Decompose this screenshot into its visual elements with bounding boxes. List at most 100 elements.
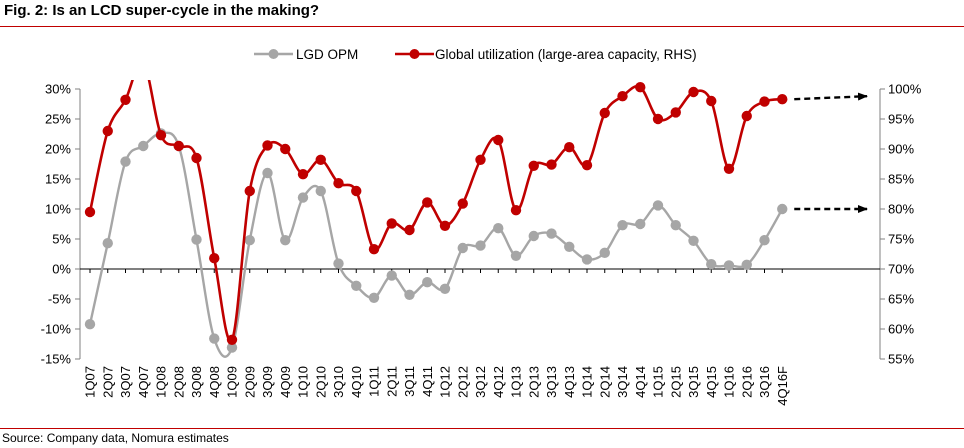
bottom-rule (0, 428, 964, 429)
dual-axis-line-chart: -15% -10% -5% 0% 5% 10% 15% 20% 25% 30% 55% 60% 65% 7… (41, 47, 922, 406)
x-tick-label: 2Q13 (526, 366, 541, 398)
left-y-tick-label: 20% (45, 142, 71, 157)
right-y-tick-label: 60% (888, 322, 914, 337)
x-tick-label: 3Q15 (686, 366, 701, 398)
global-utilization-point (422, 197, 433, 208)
global-utilization-point (262, 140, 273, 151)
lgd-opm-point (759, 235, 770, 246)
lgd-opm-point (297, 192, 309, 203)
lgd-opm-point (191, 234, 202, 245)
lgd-opm-point (351, 280, 362, 291)
global-utilization-point (244, 185, 255, 197)
left-y-tick-label: -5% (48, 292, 72, 307)
lgd-opm-point (652, 200, 664, 211)
global-utilization-point (120, 94, 131, 106)
series-layer (84, 57, 788, 358)
x-tick-label: 4Q14 (633, 366, 648, 398)
global-utilization-point (599, 107, 610, 119)
right-y-tick-label: 70% (888, 262, 914, 277)
title-rule (0, 26, 964, 27)
lgd-opm-point (723, 260, 735, 271)
global-utilization-point (723, 163, 735, 174)
lgd-opm-point (670, 220, 681, 231)
x-tick-label: 2Q10 (313, 366, 328, 398)
global-utilization-point (155, 130, 167, 141)
x-tick-label: 1Q15 (651, 366, 666, 398)
global-utilization-point (297, 169, 309, 180)
lgd-opm-point (706, 259, 717, 270)
x-tick-label: 3Q13 (544, 366, 559, 398)
global-utilization-point (84, 206, 96, 218)
legend-global-utilization-label: Global utilization (large-area capacity,… (435, 47, 697, 62)
right-y-tick-label: 65% (888, 292, 914, 307)
lgd-opm-point (120, 156, 131, 167)
global-utilization-point (635, 82, 646, 93)
global-utilization-point (617, 91, 628, 102)
x-tick-label: 2Q08 (171, 366, 186, 398)
x-tick-label: 2Q11 (384, 366, 399, 397)
left-y-tick-label: 5% (52, 232, 71, 247)
x-tick-label: 1Q11 (367, 366, 382, 397)
global-utilization-line (88, 80, 783, 343)
x-tick-label: 1Q07 (83, 366, 98, 398)
x-tick-label: 4Q10 (349, 366, 364, 398)
x-tick-label: 3Q08 (189, 366, 204, 398)
left-y-tick-label: 0% (52, 262, 71, 277)
x-tick-label: 2Q12 (455, 366, 470, 398)
x-tick-label: 4Q12 (491, 366, 506, 398)
lgd-opm-point (226, 342, 238, 353)
lgd-opm-point (475, 240, 486, 251)
x-tick-label: 1Q09 (225, 366, 240, 398)
global-utilization-point (777, 94, 788, 105)
lgd-opm-point (315, 185, 326, 197)
right-y-tick-label: 75% (888, 232, 914, 247)
right-y-tick-label: 55% (888, 352, 914, 367)
x-tick-label: 4Q08 (207, 366, 222, 398)
lgd-opm-point (564, 241, 575, 252)
global-utilization-point (475, 154, 486, 165)
left-y-tick-label: 15% (45, 172, 71, 187)
x-tick-label: 3Q16 (757, 366, 772, 398)
x-tick-label: 1Q08 (154, 366, 169, 398)
global-utilization-point (351, 185, 362, 197)
lgd-opm-point (546, 228, 557, 239)
global-utilization-point (439, 220, 451, 231)
lgd-opm-point (581, 254, 593, 265)
global-utilization-point (564, 142, 575, 153)
left-y-tick-label: -10% (41, 322, 72, 337)
lgd-opm-point (333, 258, 344, 269)
x-tick-label: 1Q10 (296, 366, 311, 398)
lgd-opm-point (84, 319, 96, 330)
x-tick-label: 3Q10 (331, 366, 346, 398)
global-utilization-point (759, 96, 770, 107)
x-tick-label: 2Q15 (668, 366, 683, 398)
legend-lgd-opm-label: LGD OPM (296, 47, 358, 62)
global-utilization-point (315, 154, 326, 165)
global-utilization-point (226, 334, 238, 345)
global-utilization-point (510, 205, 522, 216)
lgd-opm-point (635, 218, 646, 230)
global-utilization-point (493, 134, 504, 146)
left-y-tick-label: 10% (45, 202, 71, 217)
right-y-tick-label: 95% (888, 112, 914, 127)
x-tick-label: 4Q15 (704, 366, 719, 398)
global-utilization-point (209, 253, 220, 264)
x-tick-label: 1Q14 (580, 366, 595, 398)
x-tick-label: 1Q13 (509, 366, 524, 398)
global-utilization-point (333, 178, 344, 189)
lgd-opm-point (510, 250, 522, 261)
lgd-opm-point (688, 235, 699, 246)
global-utilization-point (386, 218, 397, 229)
lgd-opm-point (386, 270, 397, 281)
x-tick-label: 1Q16 (722, 366, 737, 398)
global-utilization-point (741, 110, 752, 122)
x-tick-label: 3Q09 (260, 366, 275, 398)
x-tick-label: 2Q16 (739, 366, 754, 398)
left-y-tick-label: 25% (45, 112, 71, 127)
global-utilization-point (706, 95, 717, 107)
global-utilization-point (404, 224, 415, 236)
left-y-tick-label: 30% (45, 82, 71, 97)
global-utilization-point (581, 160, 593, 171)
global-utilization-point (528, 160, 539, 171)
global-utilization-point (138, 57, 148, 67)
